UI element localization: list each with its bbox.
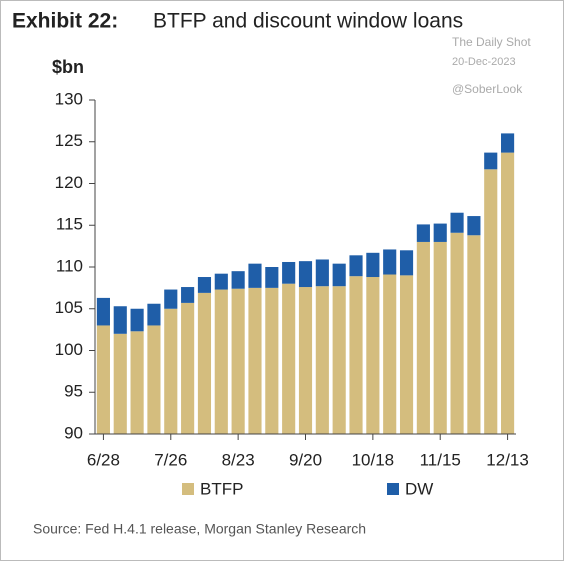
legend-swatch xyxy=(387,483,399,495)
bar-segment xyxy=(366,252,380,278)
bar-segment xyxy=(248,287,262,434)
bar-segment xyxy=(164,308,178,434)
bar-segment xyxy=(484,152,498,170)
x-tick-label: 8/23 xyxy=(222,450,255,469)
bar-segment xyxy=(181,287,195,303)
bar-segment xyxy=(315,259,329,287)
x-tick-label: 11/15 xyxy=(420,450,461,469)
bar-segment xyxy=(147,325,161,434)
bar-segment xyxy=(433,223,447,242)
bar-segment xyxy=(467,216,481,236)
bar-segment xyxy=(298,287,313,434)
y-tick-label: 130 xyxy=(55,89,83,108)
x-tick-label: 12/13 xyxy=(486,450,529,469)
x-tick-label: 6/28 xyxy=(87,450,120,469)
x-tick-label: 10/18 xyxy=(352,450,395,469)
bar-segment xyxy=(433,241,447,434)
y-tick-label: 100 xyxy=(55,340,83,359)
bar-segment xyxy=(282,261,296,284)
bar-segment xyxy=(265,267,279,288)
bar-segment xyxy=(467,235,481,434)
legend-label: BTFP xyxy=(200,479,243,498)
x-tick-label: 9/20 xyxy=(289,450,322,469)
bar-segment xyxy=(231,271,245,289)
bar-segment xyxy=(366,277,380,434)
bar-segment xyxy=(214,289,228,434)
bar-segment xyxy=(349,255,363,277)
bar-segment xyxy=(113,306,127,334)
y-tick-label: 110 xyxy=(56,256,83,275)
bar-segment xyxy=(383,274,397,434)
bar-segment xyxy=(181,302,195,434)
y-tick-label: 95 xyxy=(64,382,83,401)
bar-segment xyxy=(147,303,161,326)
bar-segment xyxy=(130,331,144,434)
bar-segment xyxy=(231,288,245,434)
bar-segment xyxy=(450,232,464,434)
bar-segment xyxy=(214,273,228,290)
legend-label: DW xyxy=(405,479,433,498)
bar-segment xyxy=(484,169,498,434)
bar-segment xyxy=(96,297,110,326)
bar-segment xyxy=(399,250,414,276)
bar-segment xyxy=(197,292,212,434)
bar-segment xyxy=(501,152,515,435)
x-tick-label: 7/26 xyxy=(154,450,187,469)
bar-segment xyxy=(96,325,110,434)
bar-segment xyxy=(113,333,127,434)
bar-segment xyxy=(197,277,212,293)
y-tick-label: 125 xyxy=(55,131,83,150)
bar-segment xyxy=(298,261,313,288)
bar-segment xyxy=(416,241,430,434)
bar-segment xyxy=(130,308,144,332)
bar-segment xyxy=(349,276,363,434)
bar-segment xyxy=(416,224,430,242)
bar-segment xyxy=(315,286,329,434)
bar-segment xyxy=(332,286,346,434)
bar-segment xyxy=(164,289,178,309)
y-tick-label: 105 xyxy=(55,298,83,317)
bar-segment xyxy=(383,249,397,275)
y-tick-label: 90 xyxy=(64,423,83,442)
bar-segment xyxy=(450,212,464,233)
bar-segment xyxy=(282,283,296,434)
bar-segment xyxy=(399,275,414,434)
source: Source: Fed H.4.1 release, Morgan Stanle… xyxy=(33,521,366,537)
y-tick-label: 115 xyxy=(56,215,83,234)
chart-title-label: Exhibit 22: xyxy=(12,10,118,33)
watermark: 20-Dec-2023 xyxy=(452,56,516,68)
y-axis-label: $bn xyxy=(52,57,84,77)
bar-segment xyxy=(501,133,515,153)
bar-segment xyxy=(248,263,262,288)
bar-segment xyxy=(332,263,346,287)
y-tick-label: 120 xyxy=(55,173,83,192)
legend-swatch xyxy=(182,483,194,495)
watermark: The Daily Shot xyxy=(452,35,531,49)
chart-title: BTFP and discount window loans xyxy=(153,10,463,33)
watermark: @SoberLook xyxy=(452,82,523,96)
bar-segment xyxy=(265,287,279,434)
